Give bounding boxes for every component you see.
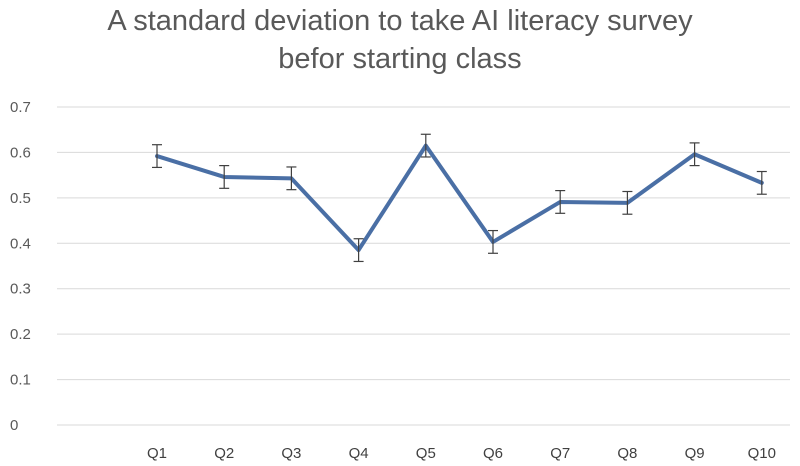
y-tick-label: 0.2 [10, 326, 31, 343]
x-tick-label: Q4 [349, 445, 369, 462]
y-tick-label: 0.1 [10, 372, 31, 389]
x-tick-label: Q6 [483, 445, 503, 462]
chart-title-line-1: A standard deviation to take AI literacy… [107, 5, 693, 37]
y-tick-label: 0.5 [10, 190, 31, 207]
y-tick-label: 0.3 [10, 281, 31, 298]
y-tick-label: 0.7 [10, 99, 31, 116]
series-line [155, 143, 764, 253]
x-tick-label: Q8 [617, 445, 637, 462]
x-tick-label: Q3 [281, 445, 301, 462]
x-tick-label: Q2 [214, 445, 234, 462]
chart-title-line-2: befor starting class [278, 43, 522, 75]
x-tick-label: Q7 [550, 445, 570, 462]
y-tick-label: 0 [10, 417, 18, 434]
x-tick-label: Q9 [685, 445, 705, 462]
x-tick-label: Q10 [748, 445, 776, 462]
y-tick-label: 0.4 [10, 235, 31, 252]
y-tick-label: 0.6 [10, 144, 31, 161]
x-tick-label: Q5 [416, 445, 436, 462]
x-tick-label: Q1 [147, 445, 167, 462]
